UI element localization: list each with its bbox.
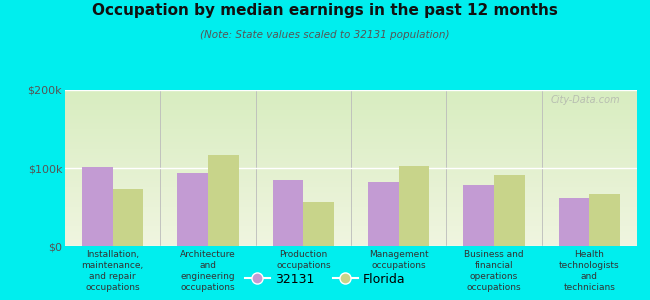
Bar <box>398 166 429 246</box>
Bar <box>304 202 334 246</box>
Bar <box>590 194 620 246</box>
Bar <box>368 182 398 246</box>
Bar <box>177 173 208 246</box>
Bar <box>273 181 304 246</box>
Bar <box>494 175 525 246</box>
Text: Occupation by median earnings in the past 12 months: Occupation by median earnings in the pas… <box>92 3 558 18</box>
Legend: 32131, Florida: 32131, Florida <box>240 268 410 291</box>
Bar <box>559 198 590 246</box>
Bar <box>112 189 143 246</box>
Bar <box>208 155 239 246</box>
Text: City-Data.com: City-Data.com <box>550 95 620 105</box>
Bar <box>463 185 494 246</box>
Text: (Note: State values scaled to 32131 population): (Note: State values scaled to 32131 popu… <box>200 30 450 40</box>
Bar <box>82 167 112 246</box>
